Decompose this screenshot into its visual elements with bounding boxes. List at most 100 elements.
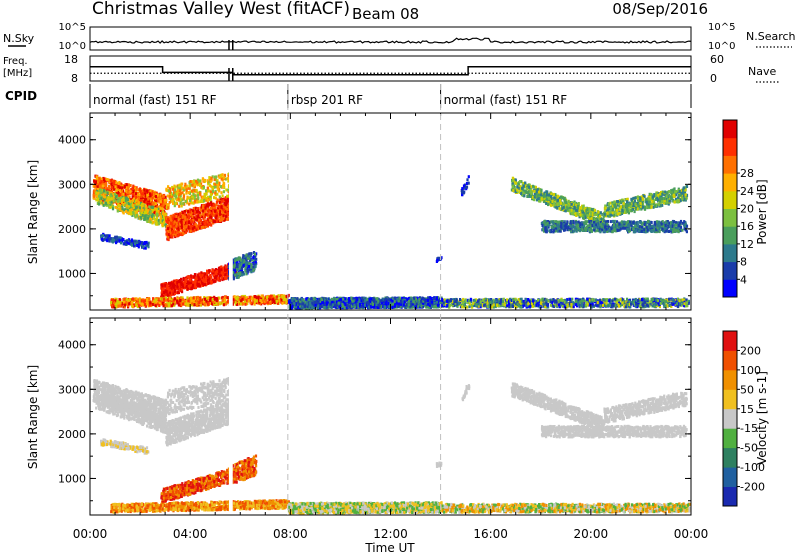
- scatter-cell-power-4136: [269, 300, 272, 303]
- scatter-cell-power-2581: [178, 184, 181, 188]
- scatter-cell-power-2060: [173, 225, 176, 229]
- scatter-cell-power-3426: [248, 265, 251, 268]
- scatter-cell-power-1203: [113, 192, 117, 196]
- scatter-cell-power-3129: [225, 265, 228, 269]
- scatter-cell-power-2252: [178, 222, 181, 226]
- scatter-cell-power-445: [113, 187, 116, 191]
- scatter-cell-power-3443: [252, 265, 255, 269]
- scatter-cell-power-4190: [283, 300, 286, 304]
- scatter-cell-power-3896: [118, 298, 121, 302]
- scatter-cell-power-4366: [260, 294, 263, 298]
- scatter-cell-power-4375: [271, 298, 274, 302]
- scatter-cell-power-4270: [234, 301, 237, 305]
- scatter-cell-power-3211: [188, 281, 191, 285]
- scatter-cell-power-2165: [185, 224, 188, 228]
- scatter-cell-power-3488: [263, 302, 266, 306]
- scatter-cell-power-4313: [112, 305, 115, 309]
- scatter-cell-power-2038: [192, 207, 195, 211]
- scatter-cell-power-1458: [128, 239, 131, 243]
- scatter-cell-power-394: [102, 186, 106, 190]
- scatter-cell-power-2147: [212, 220, 215, 223]
- date-label: 08/Sep/2016: [612, 0, 708, 18]
- scatter-cell-power-863: [145, 189, 148, 193]
- scatter-cell-power-2490: [175, 198, 178, 202]
- scatter-cell-power-632: [153, 196, 156, 200]
- scatter-cell-power-1280: [130, 212, 133, 216]
- scatter-cell-power-3790: [236, 299, 239, 303]
- scatter-cell-power-3460: [244, 262, 247, 266]
- scatter-cell-power-798: [138, 193, 141, 197]
- scatter-cell-power-4265: [261, 296, 264, 300]
- scatter-cell-power-2221: [189, 229, 192, 233]
- scatter-cell-power-2568: [221, 173, 224, 177]
- scatter-cell-power-876: [94, 180, 98, 184]
- scatter-cell-power-1118: [102, 203, 105, 207]
- scatter-cell-power-2311: [213, 185, 216, 189]
- scatter-cell-power-3440: [243, 254, 246, 258]
- scatter-cell-power-4776: [375, 305, 378, 309]
- scatter-cell-power-3137: [192, 275, 195, 279]
- scatter-cell-power-2087: [199, 208, 203, 212]
- scatter-cell-power-1154: [106, 196, 109, 200]
- scatter-cell-power-3111: [198, 284, 201, 288]
- scatter-cell-power-4290: [189, 296, 192, 300]
- scatter-cell-power-1849: [185, 209, 188, 213]
- scatter-cell-power-892: [127, 195, 130, 199]
- scatter-cell-power-1272: [146, 216, 150, 220]
- scatter-cell-power-1151: [151, 208, 155, 212]
- scatter-cell-power-4372: [190, 299, 193, 303]
- scatter-cell-power-3196: [205, 275, 208, 279]
- scatter-cell-power-2135: [221, 199, 224, 203]
- scatter-cell-power-1177: [106, 191, 109, 195]
- scatter-cell-power-4332: [281, 301, 284, 305]
- scatter-cell-power-2118: [223, 218, 226, 222]
- scatter-cell-power-2887: [172, 280, 175, 284]
- scatter-cell-power-2133: [196, 215, 199, 219]
- scatter-cell-power-2236: [207, 204, 210, 208]
- scatter-cell-power-4364: [213, 297, 216, 300]
- scatter-cell-power-2606: [178, 193, 181, 197]
- scatter-cell-power-2213: [188, 210, 192, 214]
- scatter-cell-power-1988: [205, 203, 208, 207]
- scatter-cell-power-868: [126, 190, 129, 194]
- scatter-cell-power-3176: [190, 286, 193, 290]
- scatter-cell-power-716: [155, 204, 158, 208]
- scatter-cell-power-4043: [117, 302, 120, 306]
- scatter-cell-power-2535: [222, 184, 225, 188]
- scatter-cell-power-2141: [201, 209, 204, 213]
- scatter-cell-power-2103: [224, 210, 227, 214]
- scatter-cell-power-4295: [172, 298, 175, 302]
- scatter-cell-power-2598: [218, 175, 221, 179]
- scatter-cell-power-1452: [140, 241, 144, 245]
- scatter-cell-power-2290: [209, 195, 212, 199]
- scatter-cell-power-2258: [215, 200, 218, 204]
- scatter-cell-power-1383: [117, 236, 120, 240]
- scatter-cell-power-849: [100, 180, 103, 184]
- scatter-cell-power-2217: [179, 213, 182, 217]
- scatter-cell-power-2335: [184, 182, 187, 186]
- scatter-cell-power-3201: [176, 291, 180, 295]
- scatter-cell-power-2569: [216, 186, 219, 190]
- scatter-cell-power-3205: [168, 281, 171, 285]
- scatter-cell-power-3452: [236, 263, 239, 266]
- scatter-cell-power-3969: [277, 300, 280, 304]
- scatter-cell-power-4002: [186, 300, 189, 304]
- scatter-cell-power-2128: [224, 196, 227, 200]
- scatter-cell-power-2597: [168, 200, 171, 204]
- scatter-cell-power-1640: [176, 230, 179, 234]
- scatter-cell-power-3942: [199, 296, 202, 300]
- scatter-cell-power-2545: [169, 193, 173, 197]
- scatter-cell-power-249: [115, 187, 118, 191]
- scatter-cell-power-2552: [187, 191, 190, 195]
- scatter-cell-power-2048: [221, 214, 224, 218]
- scatter-cell-power-2161: [190, 222, 193, 226]
- scatter-cell-power-2449: [207, 182, 210, 186]
- scatter-cell-power-4336: [192, 296, 195, 300]
- scatter-cell-power-1296: [109, 194, 112, 198]
- scatter-cell-power-3431: [233, 263, 236, 267]
- scatter-cell-power-4321: [167, 304, 170, 308]
- scatter-cell-power-2003: [181, 233, 184, 237]
- scatter-cell-power-1038: [159, 220, 162, 224]
- scatter-cell-power-1444: [128, 241, 131, 245]
- scatter-cell-power-2438: [192, 180, 195, 184]
